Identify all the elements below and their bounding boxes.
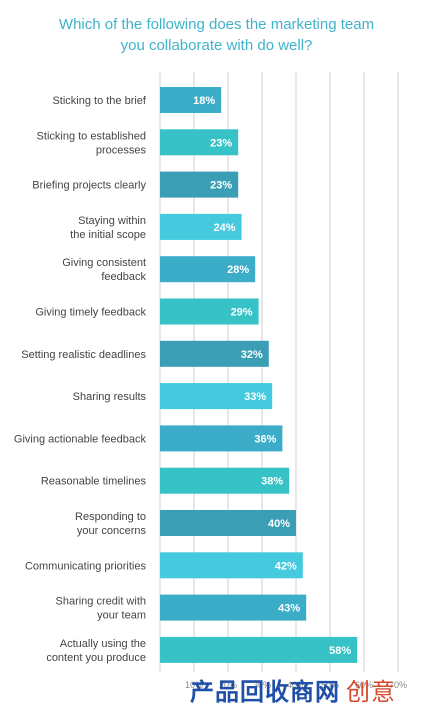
- bar-value-label: 38%: [261, 476, 283, 488]
- category-label: Briefing projects clearly: [32, 180, 146, 192]
- category-label: Responding to your concerns: [75, 511, 146, 537]
- x-tick-label: 40%: [287, 680, 305, 690]
- category-label: Staying within the initial scope: [70, 215, 146, 241]
- bar-value-label: 58%: [329, 645, 351, 657]
- x-tick-label: 20%: [219, 680, 237, 690]
- chart-title: Which of the following does the marketin…: [58, 16, 375, 54]
- bar: [160, 298, 259, 325]
- bar-value-label: 23%: [210, 180, 232, 192]
- bar-value-label: 43%: [278, 603, 300, 615]
- category-label: Giving timely feedback: [35, 307, 146, 319]
- bar-value-label: 24%: [214, 222, 236, 234]
- x-tick-label: 60%: [355, 680, 373, 690]
- bar: [160, 636, 358, 663]
- bar-value-label: 40%: [268, 518, 290, 530]
- bar-value-label: 23%: [210, 137, 232, 149]
- x-tick-label: 70%: [389, 680, 407, 690]
- bar-value-label: 32%: [241, 349, 263, 361]
- category-label: Communicating priorities: [25, 560, 147, 572]
- bar: [160, 552, 303, 579]
- bar-value-label: 28%: [227, 264, 249, 276]
- watermark: 产品回收商网 创意: [190, 672, 396, 707]
- category-label: Sharing credit with your team: [56, 596, 147, 622]
- bar: [160, 594, 307, 621]
- watermark-accent-text: 创意: [346, 678, 396, 706]
- category-label: Giving actionable feedback: [14, 433, 147, 445]
- bar-value-label: 29%: [231, 307, 253, 319]
- bar-value-label: 33%: [244, 391, 266, 403]
- bar: [160, 425, 283, 452]
- x-tick-label: 10%: [185, 680, 203, 690]
- bar: [160, 129, 239, 156]
- bar: [160, 256, 256, 283]
- category-label: Giving consistent feedback: [62, 257, 146, 283]
- bar-value-label: 42%: [275, 560, 297, 572]
- category-label: Sticking to established processes: [37, 130, 147, 156]
- bar: [160, 383, 273, 410]
- category-label: Reasonable timelines: [41, 476, 147, 488]
- category-label: Sticking to the brief: [52, 95, 146, 107]
- category-label: Actually using the content you produce: [46, 638, 146, 664]
- bar: [160, 171, 239, 198]
- x-tick-label: 30%: [253, 680, 271, 690]
- x-tick-label: 50%: [321, 680, 339, 690]
- bar-value-label: 18%: [193, 95, 215, 107]
- bar: [160, 510, 296, 536]
- category-label: Setting realistic deadlines: [21, 349, 146, 361]
- bar: [160, 340, 269, 367]
- bar: [160, 213, 242, 240]
- bar: [160, 467, 290, 494]
- bar: [160, 87, 222, 113]
- category-label: Sharing results: [73, 391, 147, 403]
- watermark-text: 产品回收商网: [190, 678, 340, 706]
- bar-value-label: 36%: [254, 433, 276, 445]
